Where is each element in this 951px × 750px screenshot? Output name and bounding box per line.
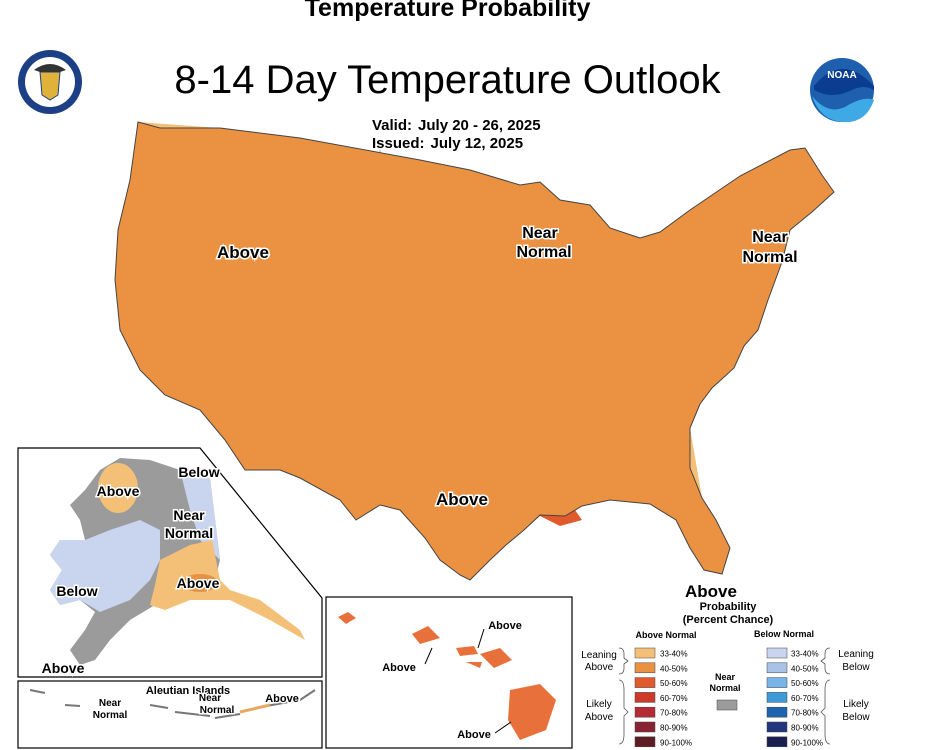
aleutian-inset: Aleutian Islands Near Normal Near Normal… [17, 680, 323, 749]
ak-label-below-ne: Below [178, 464, 219, 480]
alaska-above-n [98, 463, 138, 513]
legend-big-label: Above [685, 582, 737, 601]
legend-title-1: Probability [700, 601, 758, 613]
legend-above-swatch-2 [634, 677, 656, 688]
commerce-seal-icon [18, 50, 82, 114]
aleutian-title: Aleutian Islands [146, 685, 230, 697]
ak-label-near-normal-1: Near [173, 507, 205, 523]
legend-likely-above-1: Likely [586, 699, 612, 710]
legend: Above Probability (Percent Chance) Above… [581, 582, 874, 747]
hawaii-inset: Above Above Above [325, 596, 573, 749]
aleutian-above: Above [265, 693, 299, 705]
legend-likely-above-2: Above [585, 712, 614, 723]
issued-line: Issued: July 12, 2025 [372, 135, 523, 152]
top-title: Temperature Probability [304, 0, 591, 22]
legend-above-header: Above Normal [635, 630, 696, 640]
legend-above-label-1: 40-50% [660, 664, 688, 673]
legend-above-label-3: 60-70% [660, 694, 688, 703]
aleutian-near-normal-1b: Normal [93, 710, 128, 721]
label-near-normal-midwest-2: Normal [516, 244, 571, 261]
label-near-normal-ne-2: Normal [742, 249, 797, 266]
legend-below-label-5: 80-90% [791, 724, 819, 733]
ak-label-above-sw: Above [42, 660, 85, 676]
issued-label: Issued: [372, 135, 425, 152]
legend-below-swatches: 33-40% 40-50% 50-60% 60-70% 70-80% 80-90% 90-1… [766, 647, 823, 748]
legend-above-swatch-4 [634, 706, 656, 718]
legend-above-label-2: 50-60% [660, 679, 688, 688]
legend-below-swatch-4 [766, 706, 788, 718]
legend-above-label-4: 70-80% [660, 709, 688, 718]
noaa-logo-text: NOAA [827, 70, 856, 81]
legend-leaning-below-2: Below [842, 662, 870, 673]
label-above-west: Above [217, 243, 269, 262]
aleutian-near-normal-1a: Near [99, 698, 121, 709]
alaska-below-ne [180, 470, 220, 560]
legend-below-swatch-0 [766, 647, 788, 659]
legend-below-swatch-5 [766, 721, 788, 733]
legend-near-normal-swatch [716, 699, 738, 711]
legend-leaning-above-2: Above [585, 662, 614, 673]
alaska-above-s-strong [182, 574, 218, 592]
legend-likely-below-1: Likely [843, 699, 869, 710]
legend-below-swatch-3 [766, 692, 788, 703]
aleutian-near-normal-2a: Near [199, 693, 221, 704]
hi-label-above-ne: Above [488, 620, 522, 632]
hi-label-above-s: Above [457, 729, 491, 741]
legend-near-2: Normal [709, 683, 740, 693]
aleutian-near-normal-2b: Normal [200, 705, 235, 716]
ak-label-below-w: Below [56, 583, 97, 599]
legend-below-header: Below Normal [754, 629, 814, 639]
alaska-above-s [150, 540, 305, 640]
legend-leaning-above-1: Leaning [581, 650, 617, 661]
legend-below-label-4: 70-80% [791, 709, 819, 718]
legend-above-swatch-3 [634, 692, 656, 703]
noaa-logo-icon: NOAA [810, 58, 874, 123]
legend-below-swatch-2 [766, 677, 788, 688]
alaska-below [50, 520, 160, 612]
legend-above-swatch-0 [634, 647, 656, 659]
label-above-south: Above [436, 490, 488, 509]
ak-label-near-normal-2: Normal [165, 525, 213, 541]
legend-above-swatch-1 [634, 662, 656, 674]
legend-above-label-0: 33-40% [660, 650, 688, 659]
page-title: 8-14 Day Temperature Outlook [174, 58, 721, 102]
legend-below-swatch-6 [766, 736, 788, 748]
legend-above-swatches: 33-40% 40-50% 50-60% 60-70% 70-80% 80-90% 90-1… [634, 647, 692, 748]
hi-label-above-w: Above [382, 662, 416, 674]
legend-above-label-6: 90-100% [660, 738, 692, 747]
legend-below-swatch-1 [766, 662, 788, 674]
label-near-normal-ne-1: Near [752, 229, 788, 246]
valid-line: Valid: July 20 - 26, 2025 [372, 117, 541, 134]
legend-above-label-5: 80-90% [660, 724, 688, 733]
legend-above-swatch-5 [634, 721, 656, 733]
legend-title-2: (Percent Chance) [683, 614, 774, 626]
legend-below-label-2: 50-60% [791, 679, 819, 688]
legend-leaning-below-1: Leaning [838, 649, 874, 660]
legend-below-label-1: 40-50% [791, 664, 819, 673]
legend-near-1: Near [715, 672, 736, 682]
legend-below-label-6: 90-100% [791, 738, 823, 747]
issued-value: July 12, 2025 [430, 135, 524, 152]
alaska-inset: Below Above Near Normal Below Above Abov… [17, 447, 323, 678]
ak-label-above-s: Above [177, 575, 220, 591]
legend-below-label-0: 33-40% [791, 650, 819, 659]
label-near-normal-midwest-1: Near [522, 225, 558, 242]
valid-label: Valid: [372, 117, 413, 134]
ak-label-above-n: Above [97, 483, 140, 499]
legend-below-label-3: 60-70% [791, 694, 819, 703]
legend-likely-below-2: Below [842, 712, 870, 723]
legend-above-swatch-6 [634, 736, 656, 748]
valid-value: July 20 - 26, 2025 [418, 117, 541, 134]
